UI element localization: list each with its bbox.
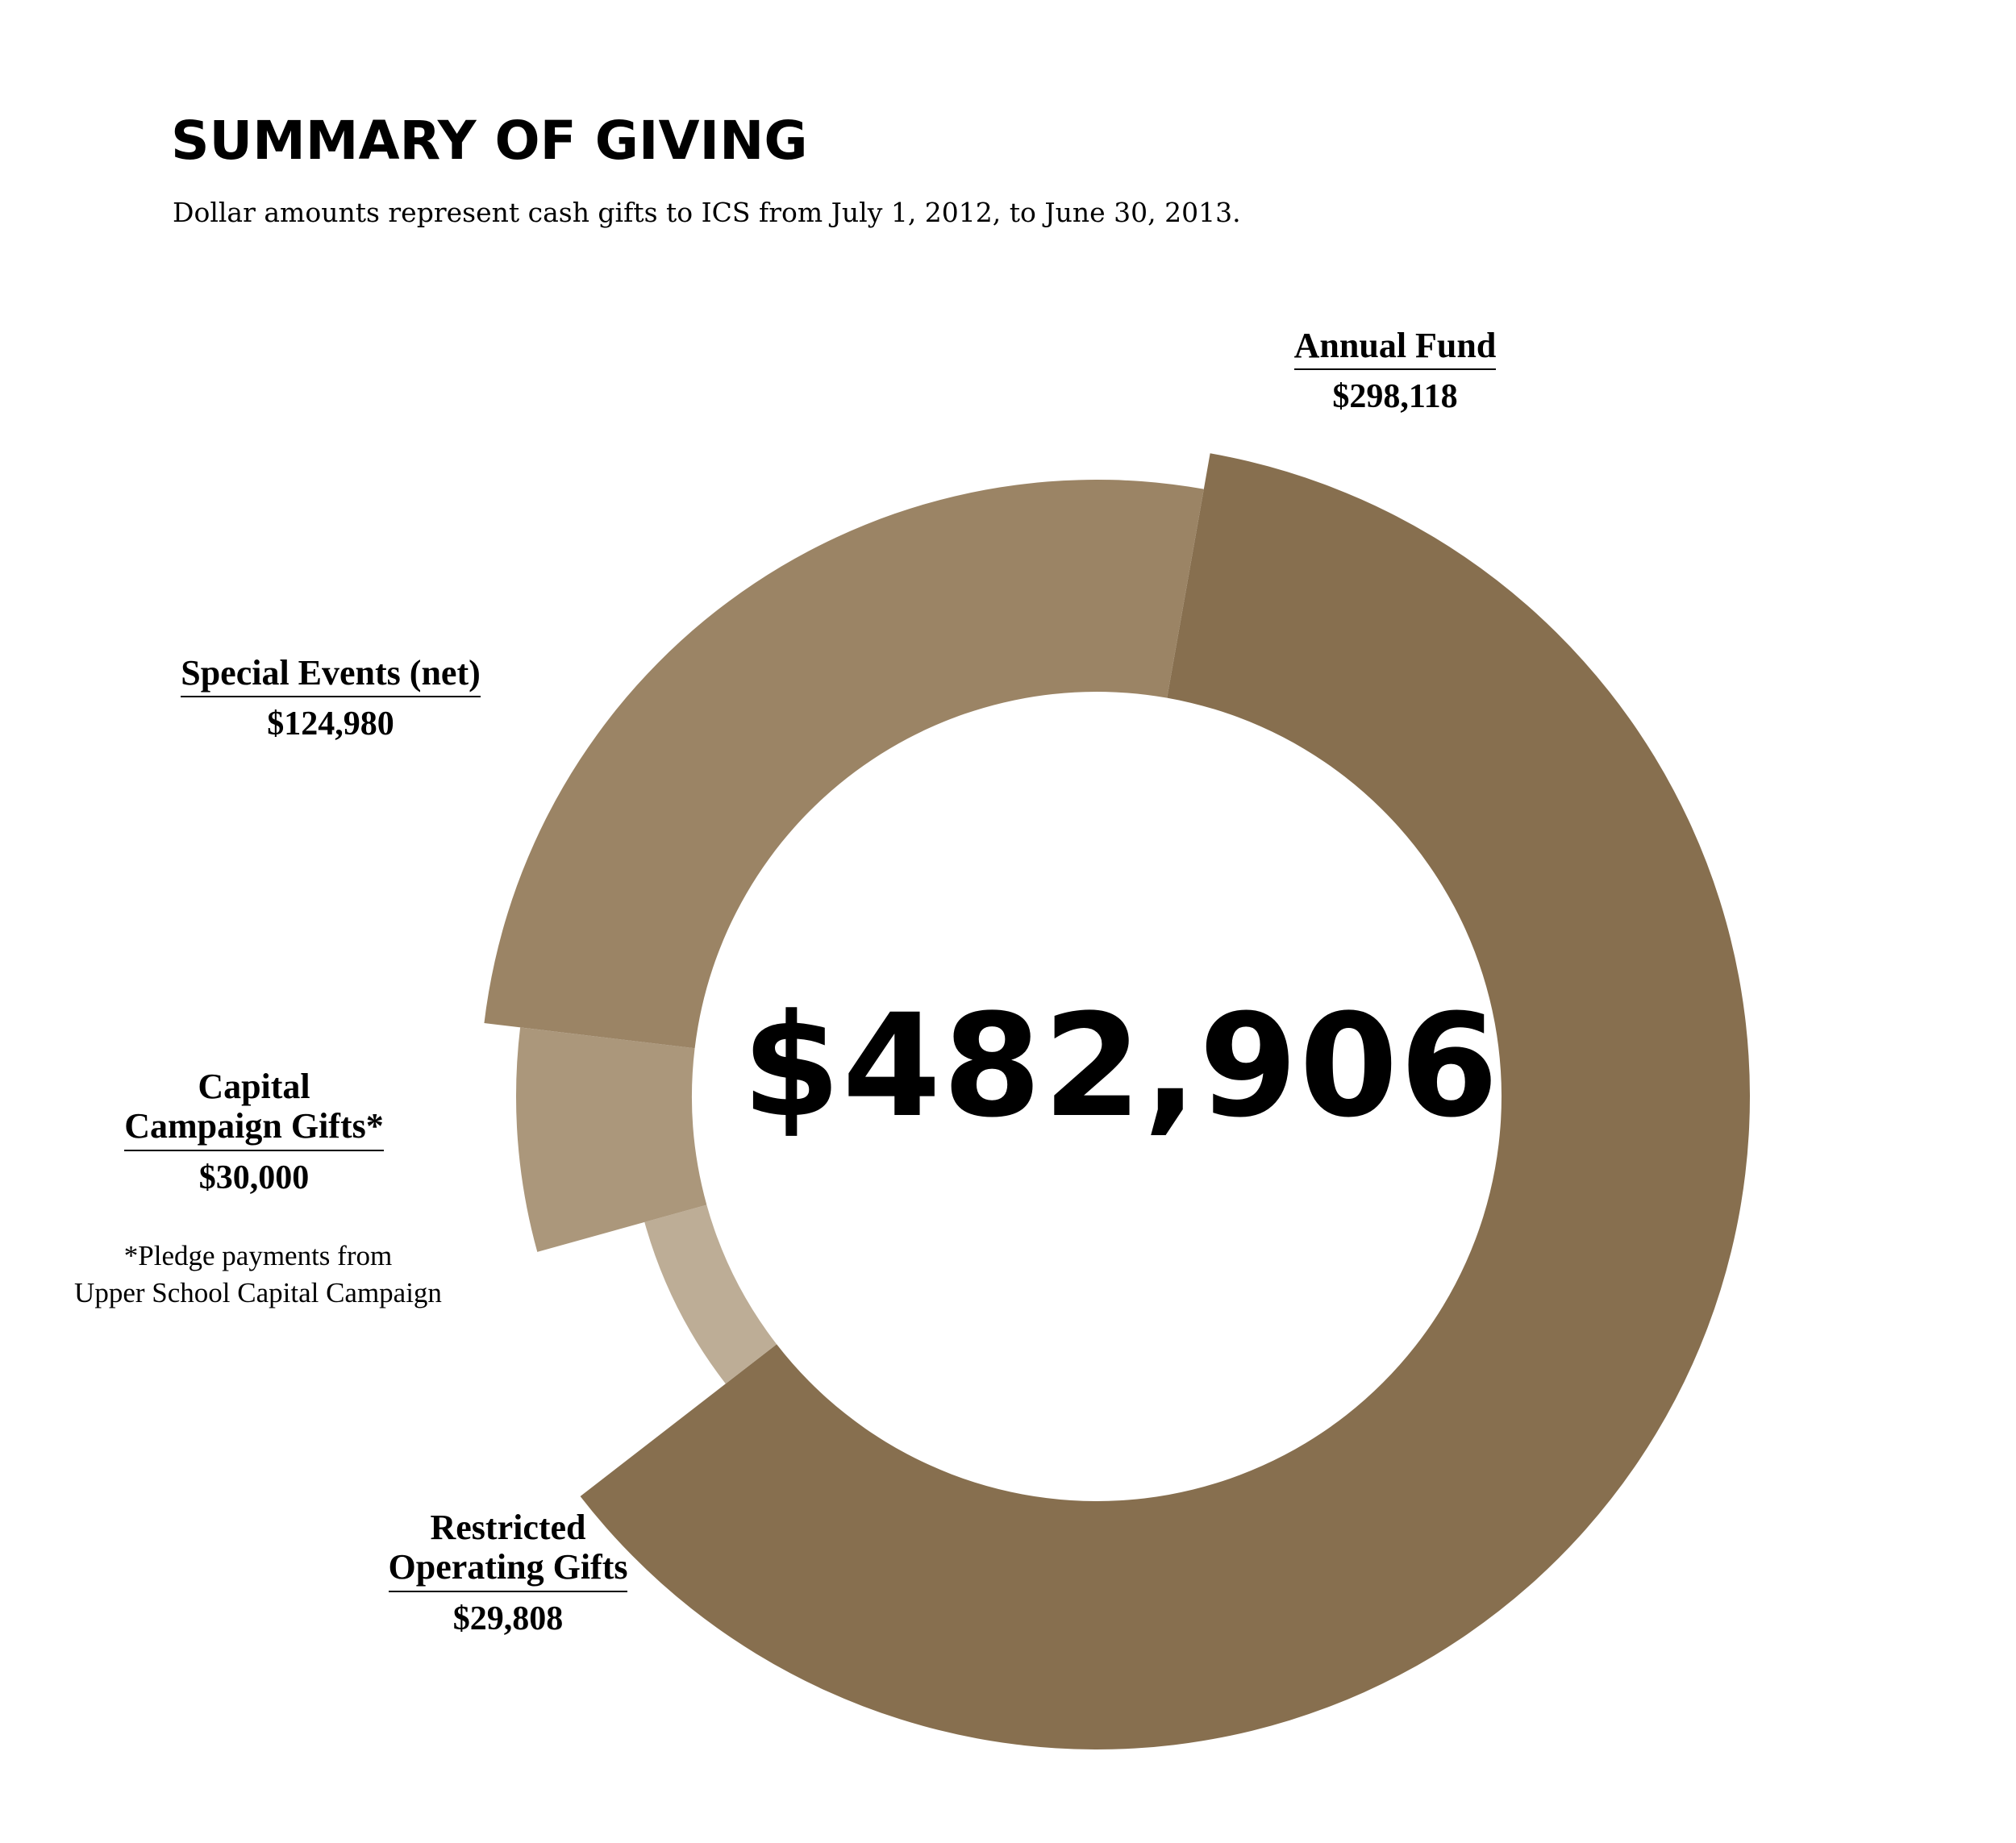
capital-campaign-name: Capital Campaign Gifts* — [124, 1067, 384, 1151]
special-events-label: Special Events (net) $124,980 — [137, 653, 524, 743]
page-title: SUMMARY OF GIVING — [171, 110, 808, 172]
footnote-line-1: *Pledge payments from — [123, 1240, 393, 1271]
restricted-operating-amount: $29,808 — [452, 1600, 564, 1637]
special-events-amount: $124,980 — [267, 705, 394, 743]
annual-fund-name: Annual Fund — [1293, 326, 1497, 371]
annual-fund-name-line: Annual Fund — [1293, 326, 1497, 365]
total-giving-amount: $482,906 — [742, 984, 1501, 1149]
capital-campaign-name-line-2: Campaign Gifts* — [124, 1106, 384, 1146]
special-events-name: Special Events (net) — [181, 653, 481, 698]
donut-slice-capital-campaign-gifts — [516, 1027, 707, 1252]
annual-fund-label: Annual Fund $298,118 — [1258, 326, 1532, 416]
donut-slice-special-events-net — [484, 479, 1204, 1049]
capital-campaign-name-line-1: Capital — [198, 1067, 310, 1106]
capital-campaign-label: Capital Campaign Gifts* $30,000 — [97, 1067, 411, 1197]
special-events-name-line: Special Events (net) — [181, 653, 481, 693]
restricted-operating-name: Restricted Operating Gifts — [388, 1508, 628, 1592]
restricted-operating-name-line-1: Restricted — [430, 1508, 586, 1547]
restricted-operating-name-line-2: Operating Gifts — [388, 1547, 628, 1587]
footnote-line-2: Upper School Capital Campaign — [74, 1276, 442, 1308]
page-subtitle: Dollar amounts represent cash gifts to I… — [173, 197, 1241, 228]
donut-slice-annual-fund — [580, 453, 1750, 1750]
restricted-operating-label: Restricted Operating Gifts $29,808 — [339, 1508, 677, 1638]
capital-campaign-amount: $30,000 — [198, 1159, 310, 1196]
donut-slice-restricted-operating-gifts — [644, 1204, 777, 1384]
capital-campaign-footnote: *Pledge payments from Upper School Capit… — [32, 1238, 484, 1311]
annual-fund-amount: $298,118 — [1332, 378, 1458, 416]
